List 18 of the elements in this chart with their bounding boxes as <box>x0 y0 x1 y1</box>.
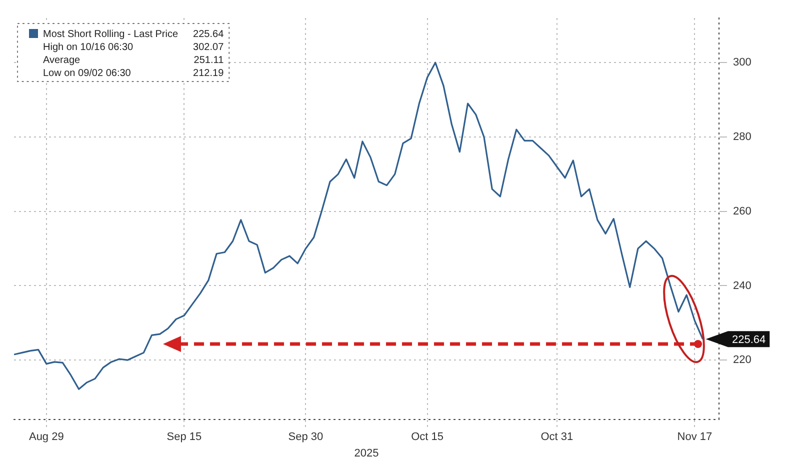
x-tick-label: Oct 15 <box>411 431 444 444</box>
y-tick-label: 300 <box>733 56 752 69</box>
annotation: 225.64 <box>732 334 766 346</box>
text: High on 10/16 06:30 302.07 <box>43 42 224 53</box>
text: Low on 09/02 06:30 212.19 <box>43 68 224 79</box>
text: Average 251.11 <box>43 54 224 66</box>
y-tick-label: 220 <box>733 354 752 366</box>
y-tick-label: 260 <box>733 205 752 218</box>
x-tick-label: Sep 15 <box>166 431 202 444</box>
x-tick-label: Nov 17 <box>677 431 712 444</box>
y-tick-label: 240 <box>733 280 752 292</box>
text: 225.64 <box>193 28 224 40</box>
legend-label: Most Short Rolling - Last Price <box>43 28 178 40</box>
x-tick-label: Sep 30 <box>288 431 324 444</box>
x-axis-title: 2025 <box>354 447 379 460</box>
x-tick-label: Oct 31 <box>540 431 574 444</box>
y-tick-label: 280 <box>733 131 752 144</box>
x-tick-label: Aug 29 <box>28 431 64 444</box>
